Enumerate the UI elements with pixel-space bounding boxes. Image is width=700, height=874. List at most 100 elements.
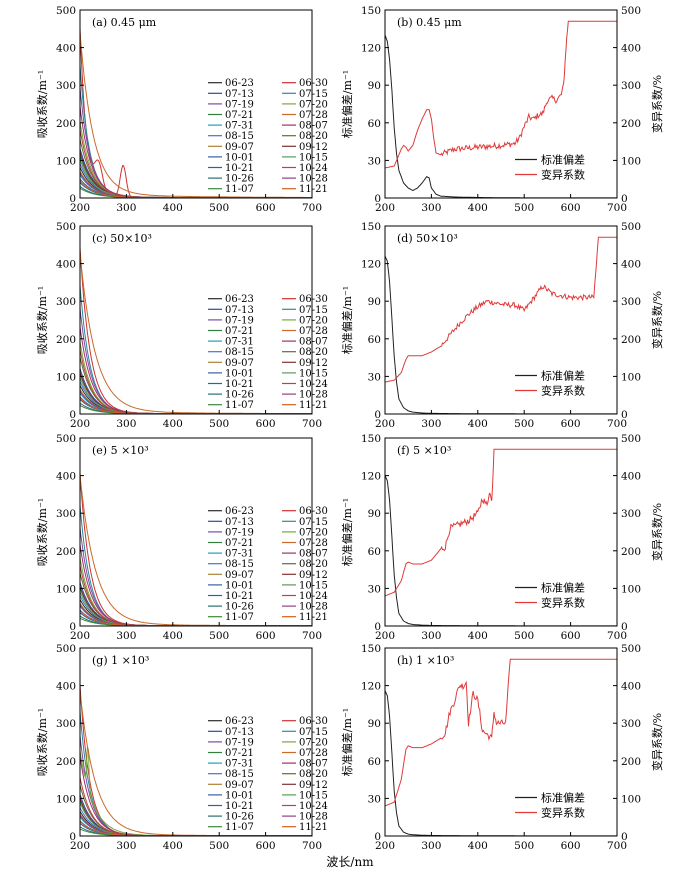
legend-label: 10-24: [299, 379, 328, 390]
y-tick-label: 500: [56, 5, 76, 17]
legend-label: 标准偏差: [541, 581, 585, 595]
legend-label: 07-28: [299, 748, 328, 759]
panel-b: 200 300 400 500 600 7000306090120150010020030…: [340, 5, 664, 214]
legend-label: 07-31: [225, 549, 254, 560]
legend-label: 10-28: [299, 812, 328, 823]
y-right-tick-label: 300: [621, 296, 641, 308]
legend-label: 09-12: [299, 142, 328, 153]
series-line-07-15: [80, 65, 312, 198]
legend-label: 10-15: [299, 368, 328, 379]
legend-label: 08-20: [299, 347, 328, 358]
y-right-tick-label: 500: [621, 433, 641, 445]
y-right-tick-label: 200: [621, 334, 641, 346]
legend-label: 11-21: [299, 822, 328, 833]
x-tick-label: 700: [302, 202, 322, 214]
y-axis-label: 吸收系数/m⁻¹: [35, 286, 49, 354]
y-tick-label: 60: [368, 546, 381, 558]
plot-frame: [384, 9, 618, 199]
y-tick-label: 90: [368, 508, 381, 520]
y-axis-label: 标准偏差/m⁻¹: [340, 286, 354, 354]
y-tick-label: 30: [368, 583, 381, 595]
legend-label: 07-31: [225, 121, 254, 132]
plot-frame: [79, 9, 313, 199]
y-axis-label: 吸收系数/m⁻¹: [35, 70, 49, 138]
legend-label: 07-20: [299, 99, 328, 110]
series-line-07-20: [80, 341, 312, 414]
y-tick-label: 0: [374, 193, 381, 205]
y-tick-label: 200: [56, 756, 76, 768]
x-tick-label: 700: [607, 418, 627, 430]
x-tick-label: 700: [607, 630, 627, 642]
legend-label: 10-28: [299, 390, 328, 401]
x-tick-label: 400: [163, 630, 183, 642]
x-tick-label: 400: [468, 630, 488, 642]
y-tick-label: 100: [56, 793, 76, 805]
y-tick-label: 30: [368, 371, 381, 383]
series-line-07-15: [80, 285, 312, 414]
y-right-axis-label: 变异系数/%: [650, 291, 664, 349]
legend-label: 10-15: [299, 152, 328, 163]
y-tick-label: 200: [56, 546, 76, 558]
legend-label: 10-28: [299, 174, 328, 185]
y-tick-label: 400: [56, 259, 76, 271]
series-group: [80, 27, 312, 198]
legend-label: 08-15: [225, 347, 254, 358]
series-line-07-13: [80, 148, 312, 198]
y-tick-label: 400: [56, 43, 76, 55]
series-line-09-12: [80, 151, 312, 198]
plot-frame: [79, 647, 313, 837]
y-tick-label: 300: [56, 80, 76, 92]
y-right-tick-label: 200: [621, 118, 641, 130]
panel-title: (g) 1 ×10³: [92, 654, 149, 667]
legend-label: 11-07: [225, 612, 254, 623]
y-tick-label: 120: [361, 43, 381, 55]
series-line-07-19: [80, 527, 312, 626]
legend-label: 07-19: [225, 99, 254, 110]
y-tick-label: 60: [368, 118, 381, 130]
x-tick-label: 300: [116, 202, 136, 214]
x-tick-label: 400: [468, 418, 488, 430]
y-axis-label: 标准偏差/m⁻¹: [340, 498, 354, 566]
y-right-tick-label: 400: [621, 681, 641, 693]
x-tick-label: 600: [561, 840, 581, 852]
legend-label: 11-21: [299, 184, 328, 195]
series-line-07-15: [80, 505, 312, 626]
legend-label: 06-23: [225, 716, 254, 727]
legend-label: 10-26: [225, 390, 254, 401]
y-tick-label: 300: [56, 296, 76, 308]
legend-label: 07-13: [225, 89, 254, 100]
legend-label: 10-15: [299, 580, 328, 591]
legend-label: 07-28: [299, 326, 328, 337]
y-right-tick-label: 0: [621, 831, 628, 843]
x-tick-label: 200: [70, 840, 90, 852]
y-tick-label: 300: [56, 718, 76, 730]
legend-label: 06-30: [299, 78, 328, 89]
legend-label: 07-21: [225, 748, 254, 759]
x-tick-label: 500: [209, 630, 229, 642]
y-axis-label: 吸收系数/m⁻¹: [35, 498, 49, 566]
y-right-tick-label: 400: [621, 259, 641, 271]
y-tick-label: 90: [368, 718, 381, 730]
x-tick-label: 500: [514, 202, 534, 214]
legend-label: 11-21: [299, 612, 328, 623]
y-tick-label: 100: [56, 371, 76, 383]
legend-label: 标准偏差: [541, 153, 585, 167]
y-tick-label: 60: [368, 334, 381, 346]
legend-label: 07-15: [299, 305, 328, 316]
series-line-08-20: [80, 572, 312, 626]
y-tick-label: 300: [56, 508, 76, 520]
panel-f: 200 300 400 500 600 7000306090120150010020030…: [340, 433, 664, 642]
legend-label: 变异系数: [541, 596, 585, 610]
y-tick-label: 30: [368, 155, 381, 167]
y-right-tick-label: 400: [621, 43, 641, 55]
panel-c: 200 300 400 500 600 700 0 100 200 300 400 500 (c) 50…: [35, 221, 328, 430]
panel-e: 200 300 400 500 600 700 0 100 200 300 400 500 (e) 5 …: [35, 433, 328, 642]
x-tick-label: 200: [70, 418, 90, 430]
x-tick-label: 500: [209, 202, 229, 214]
legend-label: 07-21: [225, 110, 254, 121]
x-tick-label: 700: [302, 840, 322, 852]
panel-title: (e) 5 ×10³: [92, 444, 149, 457]
